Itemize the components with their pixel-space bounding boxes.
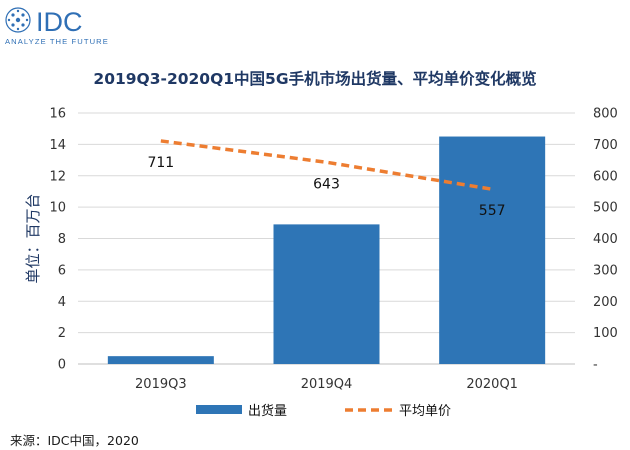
bar — [273, 224, 380, 364]
chart-title: 2019Q3-2020Q1中国5G手机市场出货量、平均单价变化概览 — [93, 69, 536, 88]
price-line — [160, 139, 493, 191]
y2-tick-label: 800 — [593, 107, 618, 122]
y2-tick-label: 400 — [593, 232, 618, 247]
legend-label-shipments: 出货量 — [248, 403, 287, 419]
y-tick-label: 12 — [49, 169, 66, 184]
bar — [439, 136, 546, 364]
y-tick-label: 4 — [58, 295, 66, 310]
y-tick-label: 0 — [58, 358, 66, 373]
y2-tick-label: 700 — [593, 138, 618, 153]
y2-tick-label: 600 — [593, 169, 618, 184]
y-tick-label: 2 — [58, 326, 66, 341]
y2-tick-label: 300 — [593, 263, 618, 278]
bar — [107, 356, 214, 364]
y2-tick-label: - — [593, 358, 598, 373]
y-axis-label: 单位：百万台 — [24, 193, 42, 283]
price-data-label: 711 — [147, 155, 174, 171]
y-tick-label: 6 — [58, 263, 66, 278]
y2-tick-label: 200 — [593, 295, 618, 310]
logo-brand: IDC — [36, 7, 83, 37]
y2-tick-label: 100 — [593, 326, 618, 341]
source-note: 来源：IDC中国，2020 — [10, 433, 139, 448]
x-tick-label: 2019Q3 — [135, 377, 187, 392]
y2-tick-label: 500 — [593, 201, 618, 216]
logo-globe-icon — [5, 7, 31, 33]
y-tick-label: 10 — [49, 201, 66, 216]
price-data-label: 557 — [479, 203, 506, 219]
y-tick-label: 16 — [49, 107, 66, 122]
logo-tagline: ANALYZE THE FUTURE — [5, 37, 109, 46]
x-tick-label: 2020Q1 — [466, 377, 518, 392]
legend-label-price: 平均单价 — [399, 404, 451, 419]
legend-swatch-shipments — [196, 405, 242, 414]
price-data-label: 643 — [313, 176, 340, 192]
idc-logo: IDC ANALYZE THE FUTURE — [5, 7, 109, 46]
y-tick-label: 14 — [49, 138, 66, 153]
x-tick-label: 2019Q4 — [301, 377, 353, 392]
y-tick-label: 8 — [58, 232, 66, 247]
